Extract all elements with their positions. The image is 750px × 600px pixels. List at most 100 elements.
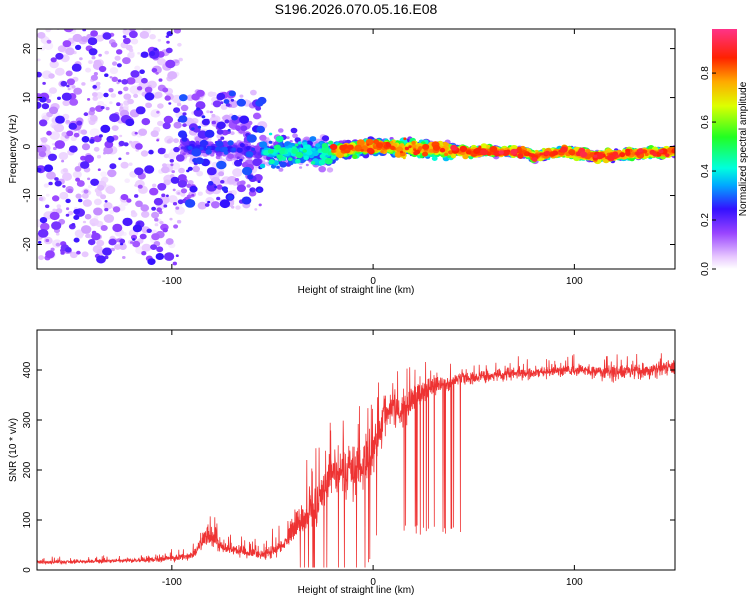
spectrogram-cell [606, 154, 615, 162]
spectrogram-cell [128, 162, 133, 166]
x-tick-label: 100 [566, 577, 583, 588]
colorbar-tick-label: 0.6 [700, 115, 711, 129]
spectrogram-cell [100, 194, 107, 200]
spectrogram-cell [90, 74, 98, 81]
spectrogram-cell [207, 146, 212, 150]
spectrogram-cell [49, 60, 59, 69]
spectrogram-cell [141, 251, 147, 256]
spectrogram-cell [178, 174, 187, 182]
spectrogram-cell [81, 193, 89, 199]
spectrogram-cell [266, 137, 270, 141]
spectrogram-cell [442, 141, 448, 146]
y-tick-label: 200 [22, 461, 33, 478]
spectrogram-cell [595, 152, 604, 160]
spectrogram-cell [75, 44, 82, 51]
spectrogram-cell [191, 193, 195, 197]
spectrogram-cell [297, 141, 302, 145]
spectrogram-cell [223, 150, 229, 155]
spectrogram-cell [46, 130, 52, 136]
spectrogram-cell [177, 180, 187, 188]
spectrogram-cell [642, 149, 648, 154]
spectrogram-cell [652, 152, 658, 157]
spectrogram-cell [37, 71, 42, 78]
spectrogram-cell [173, 121, 182, 129]
spectrogram-cell [106, 135, 115, 143]
spectrogram-cell [231, 205, 235, 209]
spectrogram-cell [258, 203, 262, 207]
spectrogram-cell [117, 90, 123, 95]
spectrogram-cell [380, 150, 384, 154]
spectrogram-cell [149, 51, 156, 57]
spectrogram-cell [87, 177, 91, 181]
snr-y-label: SNR (10 * v/v) [8, 418, 19, 482]
spectrogram-cell [81, 82, 86, 86]
spectrogram-cell [154, 93, 161, 99]
spectrogram-cell [48, 73, 55, 79]
spectrogram-cell [227, 128, 231, 132]
spectrogram-cell [144, 165, 155, 174]
spectrogram-cell [239, 115, 250, 124]
spectrogram-cell [227, 153, 234, 159]
spectrogram-cell [92, 92, 98, 97]
spectrogram-cell [123, 142, 129, 147]
spectrogram-cell [178, 57, 183, 62]
spectrogram-cell [223, 99, 230, 104]
spectrogram-cell [339, 144, 347, 151]
spectrogram-cell [58, 22, 64, 27]
spectrogram-cell [57, 45, 66, 53]
spectrogram-cell [107, 169, 117, 178]
spectrogram-cell [399, 150, 404, 154]
spectrogram-cell [39, 96, 47, 103]
spectrogram-cell [234, 178, 240, 182]
spectrogram-cell [207, 91, 215, 97]
spectrogram-cell [91, 56, 96, 60]
spectrogram-cell [227, 140, 234, 146]
spectrogram-cell [173, 107, 181, 113]
spectrogram-cell [71, 63, 82, 72]
spectrogram-cell [119, 134, 123, 138]
spectrogram-cell [169, 217, 173, 221]
spectrogram-cell [174, 59, 179, 64]
spectrogram-cell [110, 93, 117, 98]
spectrogram-cell [181, 136, 188, 142]
spectrogram-cell [175, 154, 185, 162]
spectrogram-cell [123, 29, 128, 31]
spectrogram-cell [531, 157, 538, 162]
spectrogram-cell [122, 35, 127, 39]
spectrogram-cell [225, 103, 231, 107]
spectrogram-cell [55, 115, 65, 124]
spectrogram-cell [206, 110, 210, 114]
spectrogram-cell [510, 148, 518, 155]
spectrogram-cell [151, 211, 160, 219]
spectrogram-cell [58, 152, 69, 160]
spectrogram-cell [124, 178, 130, 183]
spectrogram-cell [61, 159, 65, 163]
spectrogram-cell [184, 199, 196, 208]
spectrogram-cell [129, 140, 133, 144]
spectrogram-cell [109, 67, 119, 75]
spectrogram-cell [178, 167, 185, 174]
spectrogram-cell [118, 140, 125, 147]
spectrogram-cell [163, 179, 171, 186]
spectrogram-cell [212, 100, 222, 108]
spectrogram-cell [157, 120, 164, 127]
spectrogram-cell [68, 122, 78, 130]
spectrogram-cell [216, 160, 227, 170]
spectrogram-cell [120, 161, 129, 169]
spectrogram-cell [239, 158, 243, 162]
spectrogram-cell [201, 115, 206, 119]
spectrogram-cell [67, 188, 73, 194]
spectrogram-cell [100, 171, 108, 178]
spectrogram-cell [234, 153, 242, 159]
spectrogram-cell [175, 206, 180, 210]
spectrogram-cell [182, 123, 187, 128]
spectrogram-cell [311, 147, 316, 151]
spectrogram-cell [123, 86, 129, 92]
spectrogram-cell [252, 158, 262, 167]
spectrogram-cell [137, 52, 141, 55]
spectrogram-cell [141, 243, 152, 252]
spectrogram-cell [241, 196, 252, 205]
spectrogram-cell [137, 222, 141, 225]
